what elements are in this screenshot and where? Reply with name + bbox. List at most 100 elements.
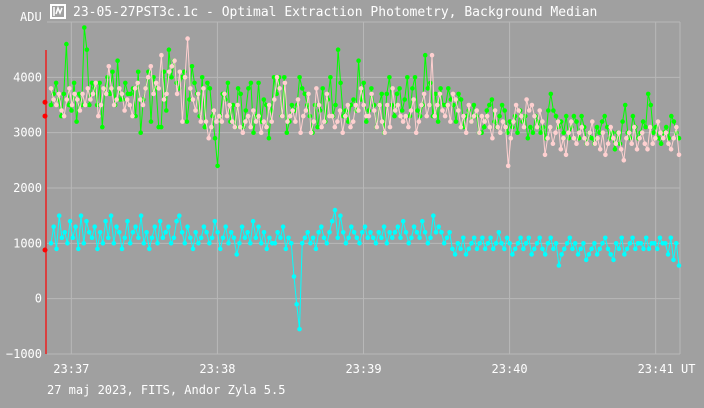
data-point	[321, 235, 327, 241]
data-point	[299, 86, 305, 91]
data-point	[78, 213, 84, 218]
data-point	[603, 235, 608, 241]
data-point	[149, 235, 155, 241]
data-point	[608, 252, 613, 257]
data-point	[306, 91, 311, 97]
data-point	[343, 113, 348, 119]
data-point	[174, 218, 179, 224]
data-point	[392, 108, 398, 113]
data-point	[429, 52, 435, 58]
data-point	[144, 230, 149, 235]
data-point	[140, 102, 146, 108]
data-point	[553, 113, 559, 119]
data-point	[316, 230, 321, 235]
data-point	[177, 69, 183, 75]
data-point	[295, 97, 301, 102]
data-point	[399, 108, 405, 113]
data-point	[266, 135, 272, 141]
data-point	[647, 124, 653, 130]
data-point	[97, 230, 103, 235]
data-point	[226, 241, 231, 246]
data-point	[153, 80, 159, 86]
data-point	[345, 102, 351, 108]
data-point	[463, 130, 469, 135]
data-point	[329, 218, 335, 224]
data-point	[160, 235, 166, 241]
data-point	[130, 113, 135, 119]
data-point	[222, 91, 227, 97]
data-point	[563, 152, 569, 158]
data-point	[219, 119, 225, 124]
data-point	[302, 91, 308, 97]
data-point	[164, 91, 169, 97]
data-point	[655, 119, 661, 124]
data-point	[578, 246, 583, 252]
data-point	[366, 108, 372, 113]
data-point	[85, 86, 91, 91]
data-point	[337, 108, 343, 113]
data-point	[169, 75, 174, 80]
data-point	[216, 113, 222, 119]
data-point	[114, 224, 119, 229]
data-point	[100, 241, 106, 246]
data-point	[220, 235, 226, 241]
data-point	[540, 119, 545, 124]
data-point	[122, 108, 127, 113]
data-point	[448, 119, 453, 124]
data-point	[658, 141, 664, 146]
data-point	[59, 235, 65, 241]
data-point	[653, 135, 658, 141]
data-point	[264, 124, 269, 130]
data-point	[582, 135, 587, 141]
data-point	[239, 224, 245, 229]
data-point	[174, 91, 180, 97]
data-point	[203, 119, 209, 124]
data-point	[166, 224, 171, 229]
data-point	[581, 241, 586, 246]
data-point	[143, 86, 148, 91]
data-point	[177, 213, 182, 218]
data-point	[534, 241, 540, 246]
data-point	[148, 119, 154, 124]
data-point	[212, 218, 218, 224]
data-point	[471, 235, 477, 241]
data-point	[409, 235, 414, 241]
data-point	[442, 113, 448, 119]
data-point	[392, 230, 398, 235]
data-point	[286, 235, 291, 241]
data-point	[135, 69, 141, 75]
photometry-app-icon[interactable]	[50, 4, 66, 19]
data-point	[115, 58, 120, 63]
data-point	[356, 108, 361, 113]
data-point	[329, 113, 335, 119]
data-point	[107, 91, 113, 97]
data-point	[529, 102, 535, 108]
data-point	[130, 230, 136, 235]
data-point	[297, 326, 302, 332]
data-point	[571, 135, 577, 141]
data-point	[416, 119, 422, 124]
data-point	[566, 130, 571, 135]
data-point	[564, 241, 570, 246]
data-point	[411, 224, 417, 229]
data-point	[513, 102, 519, 108]
series-cyan	[48, 207, 682, 332]
data-point	[151, 91, 156, 97]
data-point	[394, 91, 400, 97]
data-point	[264, 246, 270, 252]
data-point	[234, 252, 239, 257]
data-point	[668, 235, 674, 241]
data-point	[201, 86, 206, 91]
data-point	[74, 119, 79, 124]
data-point	[371, 108, 377, 113]
data-point	[624, 135, 629, 141]
data-point	[76, 246, 81, 252]
data-point	[225, 80, 231, 86]
data-point	[81, 241, 87, 246]
data-point	[164, 108, 169, 113]
data-point	[412, 75, 418, 80]
data-point	[395, 102, 401, 108]
data-point	[663, 130, 669, 135]
cursor-marker	[42, 99, 48, 105]
data-point	[198, 235, 204, 241]
